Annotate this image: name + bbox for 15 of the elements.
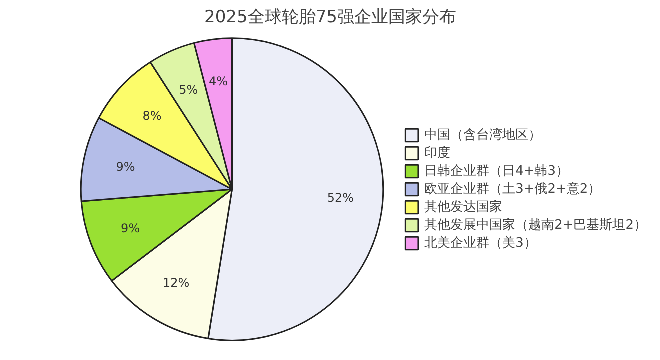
legend-label: 中国（含台湾地区） bbox=[424, 127, 542, 144]
data-label: 52% bbox=[327, 191, 354, 206]
legend-label: 印度 bbox=[424, 145, 451, 162]
legend-label: 其他发达国家 bbox=[424, 199, 503, 216]
chart-title: 2025全球轮胎75强企业国家分布 bbox=[204, 8, 456, 28]
data-label: 9% bbox=[121, 221, 140, 236]
legend-label: 欧亚企业群（土3+俄2+意2） bbox=[424, 181, 602, 198]
data-label: 9% bbox=[116, 160, 136, 174]
data-label: 8% bbox=[142, 108, 162, 123]
legend-label: 北美企业群（美3） bbox=[424, 235, 537, 252]
legend-label: 其他发展中国家（越南2+巴基斯坦2） bbox=[424, 217, 647, 234]
data-label: 4% bbox=[208, 74, 228, 89]
data-label: 12% bbox=[163, 276, 190, 290]
data-label: 5% bbox=[179, 82, 198, 97]
legend-label: 日韩企业群（日4+韩3） bbox=[424, 163, 569, 180]
